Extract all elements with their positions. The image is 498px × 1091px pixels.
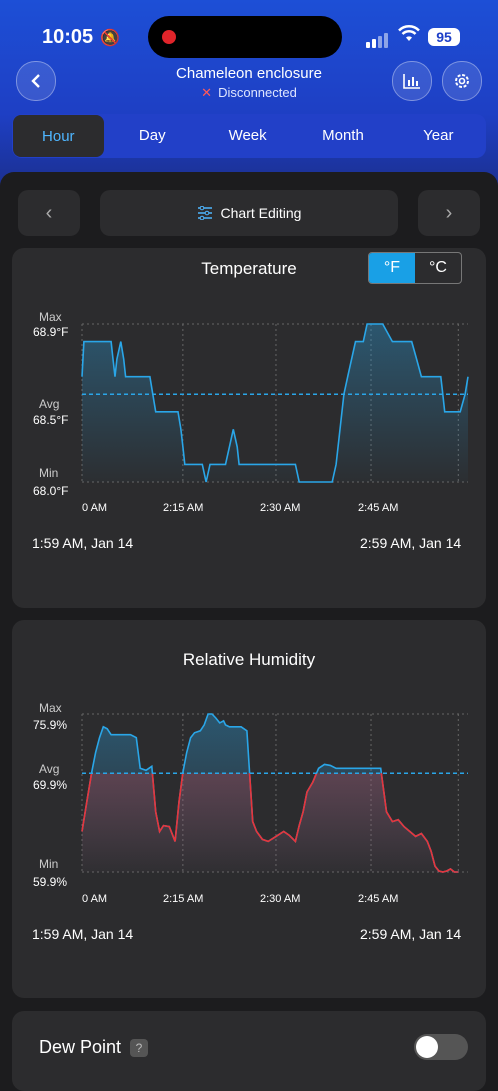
chart-editing-button[interactable]: Chart Editing [100,190,398,236]
hum-start-time: 1:59 AM, Jan 14 [32,926,134,942]
hum-end-time: 2:59 AM, Jan 14 [360,926,462,942]
temp-min-value: 68.0°F [33,484,69,498]
status-bar: 10:05 🔕 95 [0,16,498,58]
close-icon: ✕ [201,85,213,100]
wifi-icon [398,25,420,48]
back-button[interactable] [16,61,56,101]
recording-icon [162,30,176,44]
tab-year[interactable]: Year [423,127,454,144]
hum-xtick: 2:15 AM [163,893,204,905]
help-icon[interactable]: ? [130,1039,148,1057]
dew-point-card [12,1011,486,1091]
cellular-signal-icon [366,30,390,48]
dew-point-label: Dew Point [39,1037,122,1057]
tab-week[interactable]: Week [228,127,267,144]
previous-period-button[interactable]: ‹ [18,190,80,236]
period-tabs: Hour Day Week Month Year [12,114,486,158]
celsius-button[interactable]: °C [429,259,447,276]
chart-button[interactable] [392,61,432,101]
toggle-knob [416,1036,438,1058]
chevron-left-icon: ‹ [45,201,53,224]
unit-switch: °F °C [368,252,462,284]
hum-avg-value: 69.9% [33,778,68,792]
tab-day[interactable]: Day [138,127,166,144]
hum-min-value: 59.9% [33,875,68,889]
clock: 10:05 [42,26,94,48]
connection-status: ✕ Disconnected [201,85,297,100]
series-line [81,323,469,483]
temp-xtick: 2:30 AM [260,502,301,514]
dew-point-toggle[interactable] [414,1034,468,1060]
temp-end-time: 2:59 AM, Jan 14 [360,535,462,551]
temp-avg-label: Avg [39,397,60,411]
temp-xtick: 0 AM [82,502,108,514]
below-avg-line [81,773,459,873]
hum-min-label: Min [39,857,59,871]
dynamic-island [148,16,342,58]
device-title: Chameleon enclosure [176,65,322,82]
tab-hour[interactable]: Hour [13,115,104,157]
hum-max-value: 75.9% [33,718,68,732]
hum-xtick: 0 AM [82,893,108,905]
temperature-chart [81,323,469,483]
fahrenheit-button[interactable]: °F [369,253,415,283]
temp-avg-value: 68.5°F [33,413,69,427]
bar-chart-icon [403,74,420,89]
temp-max-value: 68.9°F [33,325,69,339]
next-period-button[interactable]: › [418,190,480,236]
temp-xtick: 2:15 AM [163,502,204,514]
chevron-right-icon: › [445,201,453,224]
hum-xtick: 2:45 AM [358,893,399,905]
hum-xtick: 2:30 AM [260,893,301,905]
humidity-chart [81,713,468,873]
gear-icon [455,74,469,88]
tab-month[interactable]: Month [322,127,364,144]
temperature-title: Temperature [201,259,297,278]
below-avg-area [82,773,459,872]
temp-max-label: Max [39,310,62,324]
settings-button[interactable] [442,61,482,101]
sliders-icon [197,206,212,220]
chevron-left-icon [31,74,40,88]
hum-max-label: Max [39,701,62,715]
humidity-title: Relative Humidity [182,650,316,669]
series-area [82,324,468,482]
temp-min-label: Min [39,466,59,480]
hum-avg-label: Avg [39,762,60,776]
temp-xtick: 2:45 AM [358,502,399,514]
temp-start-time: 1:59 AM, Jan 14 [32,535,134,551]
bell-muted-icon: 🔕 [100,30,120,47]
battery-indicator: 95 [428,28,460,46]
